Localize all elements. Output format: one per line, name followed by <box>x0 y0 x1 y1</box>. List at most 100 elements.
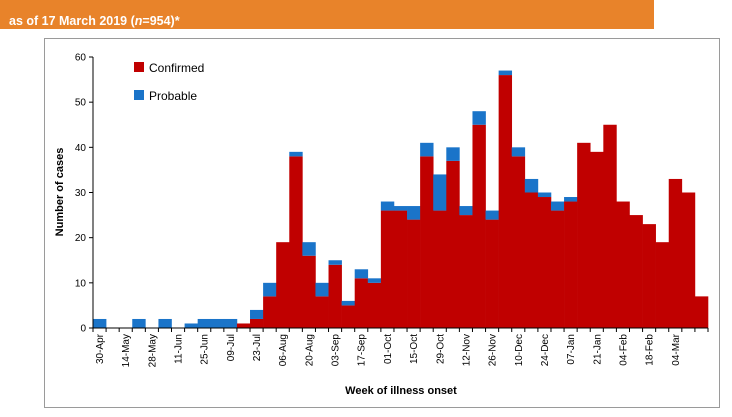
bar-probable-5 <box>158 318 172 328</box>
bar-confirmed-21 <box>367 282 382 328</box>
bar-confirmed-27 <box>446 160 460 328</box>
chart-frame <box>44 38 720 408</box>
bar-confirmed-44 <box>668 178 683 328</box>
caption-n-label: n <box>134 14 143 28</box>
y-tick-label-10: 10 <box>75 278 87 289</box>
bar-confirmed-13 <box>263 296 277 328</box>
legend-swatch-probable <box>134 90 144 100</box>
bar-probable-32 <box>511 147 526 157</box>
bar-confirmed-15 <box>289 156 303 328</box>
x-tick-label-2: 28-May <box>147 334 158 367</box>
x-tick-label-21: 18-Feb <box>645 334 656 366</box>
bar-confirmed-30 <box>485 219 499 328</box>
bar-confirmed-28 <box>459 215 473 328</box>
y-tick-label-30: 30 <box>75 188 87 199</box>
x-tick-label-9: 03-Sep <box>331 334 342 367</box>
bar-confirmed-25 <box>420 156 434 328</box>
bar-probable-19 <box>341 300 356 306</box>
legend-swatch-confirmed <box>134 62 144 72</box>
bar-probable-18 <box>328 260 342 265</box>
bar-probable-31 <box>498 70 513 76</box>
bar-confirmed-46 <box>694 296 709 328</box>
bar-confirmed-16 <box>302 255 316 328</box>
bar-probable-10 <box>223 318 238 328</box>
bar-confirmed-42 <box>642 224 656 328</box>
bar-confirmed-12 <box>250 318 264 328</box>
x-tick-label-15: 26-Nov <box>488 334 499 366</box>
bar-probable-30 <box>485 210 499 220</box>
x-tick-label-13: 29-Oct <box>435 334 446 364</box>
bar-probable-8 <box>197 318 212 328</box>
x-tick-label-5: 09-Jul <box>226 334 237 361</box>
bar-probable-12 <box>250 309 264 319</box>
bar-confirmed-31 <box>498 75 513 328</box>
x-tick-label-14: 12-Nov <box>461 334 472 366</box>
x-tick-label-12: 15-Oct <box>409 334 420 364</box>
x-tick-label-6: 23-Jul <box>252 334 263 361</box>
bar-probable-23 <box>393 206 408 211</box>
bar-probable-35 <box>550 201 565 211</box>
bar-confirmed-17 <box>315 296 329 328</box>
bar-probable-0 <box>93 318 107 328</box>
bar-confirmed-32 <box>511 156 526 328</box>
bar-probable-20 <box>354 269 369 279</box>
x-tick-label-19: 21-Jan <box>592 334 603 365</box>
bar-probable-7 <box>184 323 198 328</box>
x-tick-label-0: 30-Apr <box>95 333 106 364</box>
bar-confirmed-14 <box>276 242 290 328</box>
x-tick-label-11: 01-Oct <box>383 334 394 364</box>
bar-confirmed-18 <box>328 264 342 328</box>
bar-confirmed-37 <box>577 142 591 328</box>
legend: Confirmed Probable <box>134 61 204 103</box>
bar-probable-22 <box>380 201 395 211</box>
bar-confirmed-40 <box>616 201 630 328</box>
y-tick-label-40: 40 <box>75 143 87 154</box>
figure-caption-banner: as of 17 March 2019 (n=954)* <box>0 0 654 29</box>
bar-probable-28 <box>459 206 473 216</box>
bar-confirmed-36 <box>564 201 578 328</box>
x-tick-label-18: 07-Jan <box>566 334 577 365</box>
y-axis-title: Number of cases <box>54 148 66 237</box>
bars-layer <box>93 70 709 328</box>
bar-confirmed-45 <box>681 192 696 328</box>
y-tick-label-20: 20 <box>75 233 87 244</box>
x-tick-label-3: 11-Jun <box>174 334 185 364</box>
legend-label-confirmed: Confirmed <box>149 61 204 75</box>
bar-confirmed-24 <box>407 219 421 328</box>
caption-n-value: =954)* <box>142 14 180 28</box>
bar-probable-27 <box>446 147 460 161</box>
x-tick-label-16: 10-Dec <box>514 334 525 366</box>
bar-probable-24 <box>407 206 421 220</box>
legend-label-probable: Probable <box>149 89 197 103</box>
x-tick-label-20: 04-Feb <box>618 334 629 366</box>
bar-probable-25 <box>420 142 434 157</box>
x-tick-label-4: 25-Jun <box>200 334 211 365</box>
x-tick-label-1: 14-May <box>121 334 132 367</box>
bar-confirmed-26 <box>433 210 447 328</box>
x-tick-label-10: 17-Sep <box>357 334 368 367</box>
y-tick-label-60: 60 <box>75 53 87 64</box>
bar-confirmed-35 <box>550 210 565 328</box>
bar-probable-34 <box>537 192 552 198</box>
bar-confirmed-20 <box>354 278 369 328</box>
bar-probable-9 <box>210 318 225 328</box>
bar-confirmed-11 <box>236 323 251 328</box>
bar-confirmed-22 <box>380 210 395 328</box>
bar-confirmed-23 <box>393 210 408 328</box>
bar-probable-15 <box>289 151 303 157</box>
bar-probable-3 <box>132 318 146 328</box>
bar-confirmed-34 <box>537 197 552 328</box>
bar-probable-17 <box>315 282 329 297</box>
bar-probable-29 <box>472 111 486 125</box>
bar-probable-13 <box>263 282 277 297</box>
x-tick-label-17: 24-Dec <box>540 334 551 366</box>
y-tick-label-0: 0 <box>80 324 86 335</box>
bar-confirmed-43 <box>655 242 670 328</box>
x-tick-label-7: 06-Aug <box>278 334 289 366</box>
bar-probable-33 <box>524 178 539 193</box>
x-axis-title: Week of illness onset <box>345 385 457 397</box>
figure-caption: as of 17 March 2019 (n=954)* <box>9 14 180 28</box>
bar-confirmed-19 <box>341 305 356 328</box>
bar-confirmed-33 <box>524 192 539 328</box>
